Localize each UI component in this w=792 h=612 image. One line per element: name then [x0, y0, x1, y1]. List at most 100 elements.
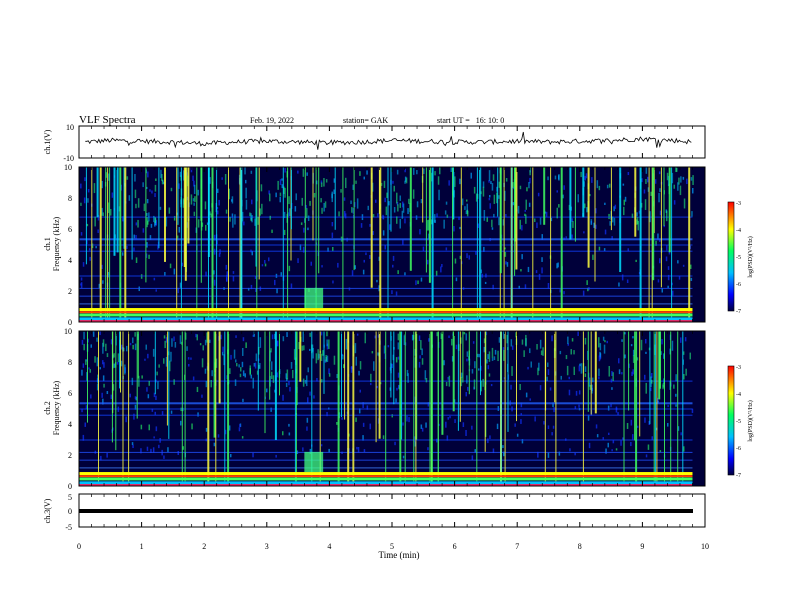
spectrogram-haze	[241, 211, 244, 222]
spectrogram-speckle	[167, 447, 169, 453]
spectrogram-haze	[312, 348, 314, 359]
spectrogram-haze	[427, 219, 430, 231]
spectrogram-speckle	[242, 337, 245, 342]
spectrogram-haze	[584, 337, 587, 345]
sferic-streak	[555, 331, 557, 482]
spectrogram-haze	[413, 168, 415, 175]
spectrogram-haze	[234, 379, 237, 386]
spectrogram-speckle	[529, 398, 531, 401]
spectrogram-speckle	[302, 246, 305, 253]
sferic-streak	[119, 167, 122, 318]
spectrogram-haze	[215, 358, 218, 368]
spectrogram-speckle	[578, 390, 581, 395]
spectrogram-speckle	[627, 248, 629, 252]
spectrogram-haze	[228, 188, 230, 200]
ch2-freq-tick-0: 0	[68, 482, 72, 491]
spectrogram-speckle	[331, 222, 334, 227]
spectrogram-speckle	[328, 368, 330, 375]
spectrogram-haze	[611, 216, 614, 223]
spectrogram-haze	[678, 177, 680, 185]
figure-title: VLF Spectra	[79, 114, 136, 126]
spectrogram-haze	[498, 337, 501, 343]
spectrogram-speckle	[355, 417, 357, 422]
spectrogram-speckle	[173, 268, 176, 275]
spectrogram-speckle	[155, 178, 157, 181]
spectrogram-speckle	[102, 398, 104, 405]
spectrogram-haze	[525, 199, 527, 210]
spectrogram-haze	[163, 358, 165, 364]
sferic-streak	[200, 167, 202, 283]
spectrogram-speckle	[690, 264, 692, 269]
spectrogram-speckle	[135, 222, 138, 226]
sferic-streak	[587, 167, 590, 268]
sferic-streak	[668, 167, 671, 253]
spectrogram-haze	[192, 198, 195, 202]
spectrogram-speckle	[205, 271, 207, 277]
spectrogram-haze	[117, 353, 120, 363]
spectrogram-speckle	[362, 269, 365, 275]
spectrogram-haze	[451, 338, 453, 346]
spectrogram-haze	[483, 338, 486, 344]
spectrogram-speckle	[286, 332, 288, 338]
spectrogram-speckle	[306, 172, 308, 176]
spectrogram-speckle	[502, 347, 505, 351]
spectrogram-speckle	[607, 405, 610, 411]
spectrogram-haze	[482, 378, 484, 387]
spectrogram-speckle	[91, 243, 94, 249]
spectrogram-speckle	[610, 378, 613, 383]
spectrogram-speckle	[537, 192, 540, 197]
spectrogram-speckle	[466, 199, 468, 202]
spectrogram-speckle	[571, 234, 573, 239]
spectrogram-haze	[113, 353, 115, 358]
sferic-streak	[216, 167, 218, 318]
time-tick-label: 8	[578, 542, 582, 551]
sferic-streak	[452, 331, 455, 412]
spectrogram-haze	[461, 198, 464, 206]
sferic-streak	[428, 167, 431, 283]
lf-band-red	[79, 475, 693, 478]
spectrogram-speckle	[476, 353, 479, 358]
sferic-streak	[240, 167, 243, 318]
sferic-streak	[323, 331, 325, 394]
spectrogram-haze	[170, 351, 172, 362]
spectrogram-haze	[148, 212, 150, 222]
sferic-streak	[187, 167, 190, 244]
spectrogram-speckle	[100, 455, 102, 461]
spectrogram-speckle	[365, 252, 367, 256]
sferic-streak	[532, 167, 534, 318]
spectrogram-speckle	[661, 339, 663, 345]
spectrogram-speckle	[611, 236, 613, 240]
spectrogram-haze	[282, 336, 285, 342]
sferic-streak	[462, 331, 464, 383]
spectrogram-speckle	[316, 378, 318, 382]
spectrogram-speckle	[332, 280, 334, 284]
spectrogram-speckle	[419, 229, 421, 235]
spectrogram-speckle	[305, 204, 307, 209]
spectrogram-haze	[245, 187, 247, 199]
colorbar-ch1-gradient	[727, 201, 735, 312]
spectrogram-haze	[683, 198, 686, 209]
spectrogram-speckle	[177, 451, 179, 455]
spectrogram-haze	[529, 167, 531, 176]
spectrogram-speckle	[524, 213, 526, 216]
spectrogram-speckle	[389, 224, 391, 230]
sferic-streak	[413, 331, 415, 482]
spectrogram-speckle	[427, 402, 430, 407]
spectrogram-speckle	[232, 276, 235, 282]
spectrogram-haze	[204, 201, 207, 210]
spectrogram-speckle	[686, 178, 688, 185]
spectrogram-speckle	[584, 175, 586, 181]
spectrogram-haze	[128, 195, 131, 201]
spectrogram-speckle	[309, 200, 311, 206]
spectrogram-haze	[242, 348, 244, 356]
spectrogram-speckle	[173, 336, 175, 342]
spectrogram-speckle	[627, 172, 630, 176]
spectrogram-haze	[397, 342, 400, 350]
spectrogram-haze	[511, 366, 513, 376]
spectrogram-speckle	[511, 345, 514, 350]
spectrogram-haze	[253, 363, 256, 367]
spectrogram-speckle	[222, 346, 224, 353]
spectrogram-haze	[592, 377, 594, 383]
spectrogram-haze	[505, 178, 508, 182]
spectrogram-haze	[497, 350, 499, 362]
